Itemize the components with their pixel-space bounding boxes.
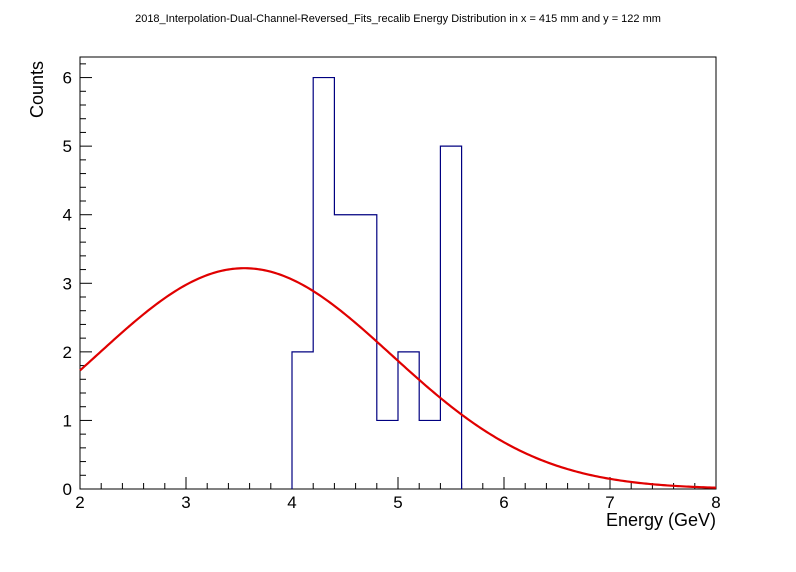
histogram-bin: [398, 352, 419, 489]
y-tick-label: 3: [63, 274, 72, 293]
y-axis-label: Counts: [27, 60, 47, 118]
x-tick-label: 5: [393, 493, 402, 512]
fit-curve: [79, 267, 717, 489]
fit-series: [79, 267, 717, 489]
x-tick-label: 4: [287, 493, 296, 512]
chart-title: 2018_Interpolation-Dual-Channel-Reversed…: [135, 13, 661, 25]
histogram-bin: [440, 146, 461, 489]
y-tick-label: 4: [63, 206, 72, 225]
y-tick-label: 5: [63, 137, 72, 156]
histogram-bin: [419, 420, 440, 489]
x-tick-label: 8: [711, 493, 720, 512]
x-tick-label: 2: [75, 493, 84, 512]
histogram-bin: [313, 78, 334, 489]
y-axis-ticks: 0 1 2 3 4 5 6: [63, 63, 92, 499]
y-tick-label: 2: [63, 343, 72, 362]
y-tick-label: 6: [63, 69, 72, 88]
x-tick-label: 6: [499, 493, 508, 512]
x-axis-label: Energy (GeV): [605, 510, 716, 530]
x-tick-label: 7: [605, 493, 614, 512]
histogram-series: [291, 76, 463, 489]
histogram-outline: [291, 76, 463, 489]
y-tick-label: 1: [63, 411, 72, 430]
x-axis-ticks: 2 3 4 5 6 7 8: [75, 477, 721, 512]
x-tick-label: 3: [181, 493, 190, 512]
y-tick-label: 0: [63, 480, 72, 499]
histogram-bin: [292, 352, 313, 489]
histogram-bin: [377, 420, 398, 489]
histogram-bin: [356, 215, 377, 489]
histogram-bin: [334, 215, 355, 489]
